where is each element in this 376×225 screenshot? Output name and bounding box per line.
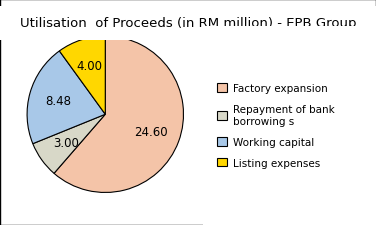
Wedge shape (33, 115, 105, 173)
Text: 4.00: 4.00 (77, 60, 103, 73)
Legend: Factory expansion, Repayment of bank
borrowing s, Working capital, Listing expen: Factory expansion, Repayment of bank bor… (217, 84, 334, 168)
Wedge shape (59, 37, 105, 115)
Wedge shape (27, 52, 105, 144)
Text: 24.60: 24.60 (134, 125, 168, 138)
Text: 3.00: 3.00 (53, 136, 79, 149)
Text: Utilisation  of Proceeds (in RM million) - EPB Group: Utilisation of Proceeds (in RM million) … (20, 17, 356, 30)
Wedge shape (54, 37, 183, 193)
Text: 8.48: 8.48 (45, 95, 72, 108)
